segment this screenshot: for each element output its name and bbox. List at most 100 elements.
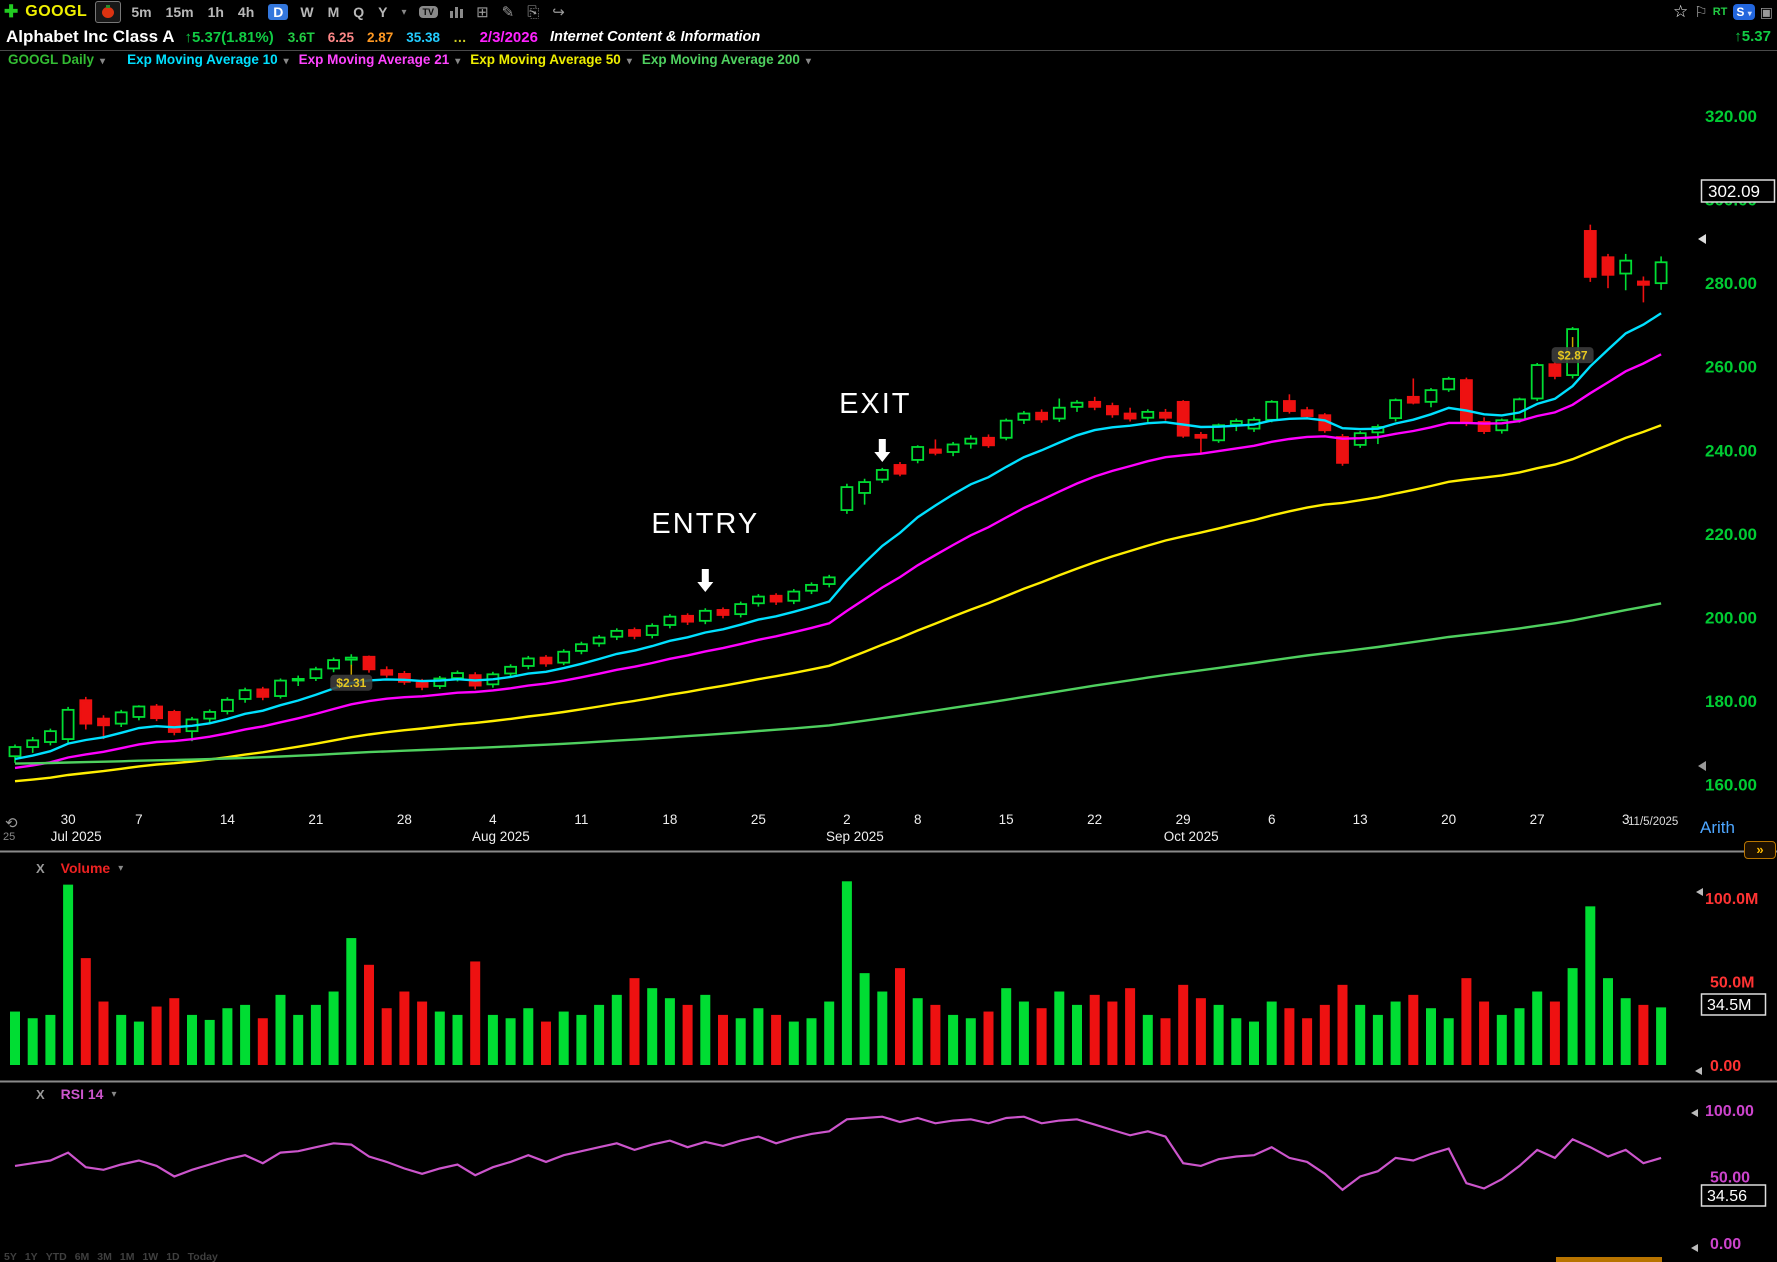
svg-text:180.00: 180.00 — [1705, 692, 1757, 711]
chevron-down-icon[interactable]: ▾ — [401, 6, 407, 18]
svg-text:20: 20 — [1441, 812, 1456, 827]
range-button-6M[interactable]: 6M — [74, 1251, 90, 1262]
rsi-panel-header: X RSI 14 ▾ — [36, 1086, 129, 1102]
timeframe-button-D[interactable]: D — [268, 4, 289, 20]
volume-close-button[interactable]: X — [36, 860, 45, 876]
range-button-Today[interactable]: Today — [187, 1251, 218, 1262]
bar-chart-icon[interactable] — [450, 6, 464, 18]
svg-text:160.00: 160.00 — [1705, 776, 1757, 795]
svg-text:220.00: 220.00 — [1705, 525, 1757, 544]
chevron-down-icon[interactable]: ▾ — [455, 56, 461, 67]
timeframe-button-15m[interactable]: 15m — [165, 4, 194, 20]
range-button-1Y[interactable]: 1Y — [24, 1251, 38, 1262]
price-axis: 320.00300.00280.00260.00240.00220.00200.… — [1698, 107, 1757, 795]
period-button-W[interactable]: W — [300, 4, 314, 20]
quote-stat-2: 2.87 — [366, 29, 394, 45]
symbol-label[interactable]: GOOGL — [25, 3, 88, 20]
svg-text:28: 28 — [397, 812, 412, 827]
rsi-panel-title[interactable]: RSI 14 — [60, 1086, 104, 1102]
range-button-1M[interactable]: 1M — [119, 1251, 135, 1262]
svg-text:7: 7 — [135, 812, 143, 827]
svg-text:280.00: 280.00 — [1705, 274, 1757, 293]
price-marker-triangle — [1698, 234, 1706, 244]
scrollbar-thumb[interactable] — [1556, 1257, 1662, 1262]
pencil-icon[interactable]: ✎ — [501, 4, 515, 21]
period-button-Q[interactable]: Q — [353, 4, 365, 20]
svg-text:EXIT: EXIT — [839, 388, 911, 420]
save-icon[interactable]: ▣ — [1759, 3, 1773, 20]
svg-text:50.00: 50.00 — [1710, 1170, 1750, 1187]
ema-label-200[interactable]: Exp Moving Average 200 ▾ — [642, 52, 811, 67]
date-axis: 30 Jul 2025 7 14 21 28 4 Aug 2025 11 18 25 2 Sep 202… — [51, 812, 1630, 844]
date-fragment: 25 — [3, 831, 16, 843]
ema-label-text: Exp Moving Average 50 — [470, 52, 621, 67]
svg-text:11: 11 — [574, 812, 588, 827]
rsi-close-button[interactable]: X — [36, 1086, 45, 1102]
range-button-5Y[interactable]: 5Y — [4, 1251, 17, 1262]
range-button-3M[interactable]: 3M — [97, 1251, 112, 1262]
ema-label-text: Exp Moving Average 21 — [298, 52, 450, 67]
flag-icon[interactable]: ⚐ — [1694, 4, 1708, 21]
chevron-down-icon[interactable]: ▾ — [805, 56, 811, 67]
timeframe-button-1h[interactable]: 1h — [207, 4, 224, 20]
range-button-YTD[interactable]: YTD — [45, 1251, 67, 1262]
svg-text:2: 2 — [843, 812, 851, 827]
svg-text:320.00: 320.00 — [1705, 107, 1757, 126]
svg-text:34.5M: 34.5M — [1707, 997, 1751, 1014]
timeframe-button-5m[interactable]: 5m — [131, 4, 152, 20]
rsi-line — [14, 1115, 1662, 1192]
ema-label-50[interactable]: Exp Moving Average 50 ▾ — [470, 52, 632, 67]
timeframe-button-4h[interactable]: 4h — [237, 4, 255, 20]
period-button-Y[interactable]: Y — [378, 4, 388, 20]
svg-text:13: 13 — [1353, 812, 1368, 827]
end-date-label: 11/5/2025 — [1628, 816, 1679, 828]
tomato-icon[interactable] — [95, 1, 122, 23]
toolbar-right: ☆ ⚐ RT S ▾ ▣ — [1673, 2, 1773, 22]
volume-axis: 100.0M 50.0M 0.00 — [1695, 888, 1758, 1075]
svg-text:Sep 2025: Sep 2025 — [826, 829, 884, 844]
range-button-1W[interactable]: 1W — [142, 1251, 159, 1262]
copy-icon[interactable]: ⎘ — [527, 3, 540, 21]
svg-text:ENTRY: ENTRY — [651, 508, 759, 540]
svg-text:0.00: 0.00 — [1710, 1058, 1741, 1075]
chevron-down-icon[interactable]: ▾ — [111, 1088, 117, 1100]
svg-text:22: 22 — [1087, 812, 1102, 827]
scale-mode-label[interactable]: Arith — [1700, 818, 1735, 837]
ema200-line — [14, 602, 1662, 765]
exit-annotation[interactable]: EXIT — [839, 388, 911, 462]
share-icon[interactable]: ↪ — [552, 4, 565, 21]
price-change: ↑5.37(1.81%) — [184, 28, 274, 46]
ema-label-21[interactable]: Exp Moving Average 21 ▾ — [299, 52, 461, 67]
ema-lines — [14, 312, 1662, 783]
volume-last-box: 34.5M — [1700, 993, 1767, 1016]
quote-date: 2/3/2026 — [479, 28, 538, 46]
realtime-badge: RT — [1712, 6, 1728, 18]
range-button-1D[interactable]: 1D — [166, 1251, 180, 1262]
chevron-down-icon[interactable]: ▾ — [626, 56, 632, 67]
ema-label-text: Exp Moving Average 200 — [641, 52, 800, 67]
svg-text:$2.31: $2.31 — [336, 676, 366, 690]
calculator-icon[interactable]: ⊞ — [476, 4, 489, 21]
entry-annotation[interactable]: ENTRY — [651, 508, 759, 592]
tv-icon[interactable]: TV — [418, 6, 439, 18]
star-icon[interactable]: ☆ — [1673, 2, 1689, 21]
series-label[interactable]: GOOGL Daily ▾ — [8, 52, 106, 67]
eps-flag: $2.87 — [1551, 337, 1594, 364]
scroll-forward-button[interactable]: » — [1744, 841, 1776, 859]
add-symbol-icon[interactable]: ✚ — [4, 2, 19, 21]
chevron-down-icon[interactable]: ▾ — [118, 862, 124, 874]
volume-panel-title[interactable]: Volume — [60, 860, 111, 876]
quote-stat-0: 3.6T — [287, 29, 315, 45]
s-badge[interactable]: S ▾ — [1733, 4, 1755, 20]
svg-text:29: 29 — [1176, 812, 1191, 827]
ema-label-10[interactable]: Exp Moving Average 10 ▾ — [127, 52, 289, 67]
svg-text:4: 4 — [489, 812, 497, 827]
period-button-M[interactable]: M — [327, 4, 340, 20]
volume-panel-header: X Volume ▾ — [36, 860, 135, 876]
chevron-down-icon[interactable]: ▾ — [283, 56, 289, 67]
sector-label: Internet Content & Information — [549, 29, 761, 45]
rsi-last-box: 34.56 — [1700, 1184, 1767, 1207]
refresh-icon[interactable]: ⟲ — [5, 815, 18, 832]
price-change-right: ↑5.37 — [1734, 28, 1771, 45]
